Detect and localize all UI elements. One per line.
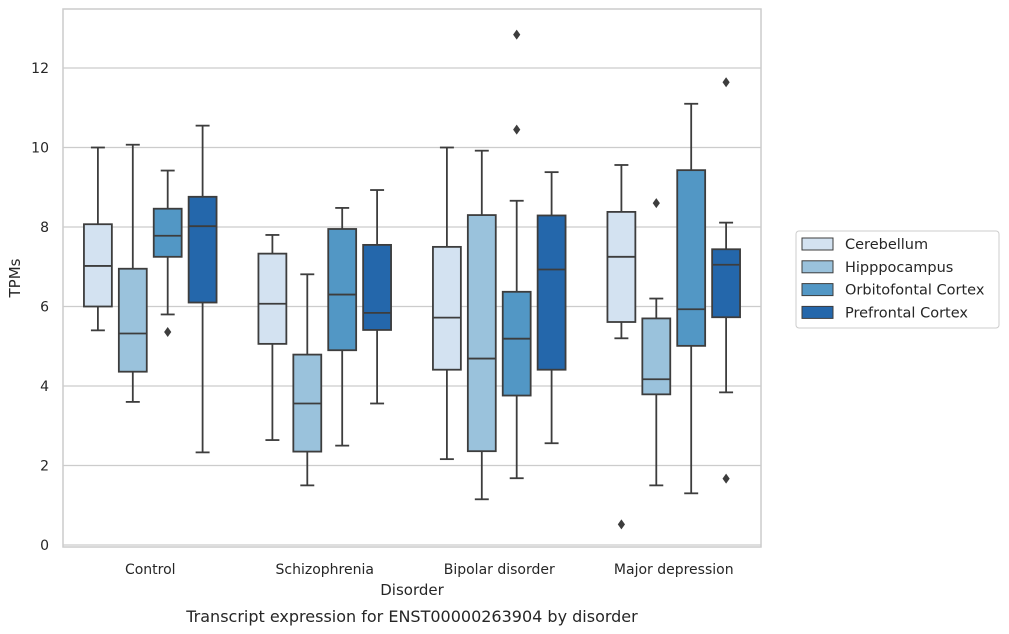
box (466, 214, 497, 453)
box (362, 243, 392, 331)
y-tick-label: 12 (31, 61, 49, 77)
outlier-point (722, 473, 730, 484)
outlier-point (652, 198, 660, 209)
y-axis-title: TPMs (6, 258, 24, 298)
box (711, 248, 741, 319)
outlier-point (164, 326, 172, 337)
legend-swatch (801, 237, 834, 251)
box-plot (536, 171, 567, 445)
box-plot (152, 169, 183, 337)
grid (63, 67, 761, 546)
box (432, 245, 462, 371)
y-tick-label: 2 (40, 459, 49, 475)
box-plot (362, 189, 392, 405)
box-plot (257, 234, 288, 441)
box (676, 169, 707, 347)
box-plot (606, 164, 637, 530)
outlier-point (722, 77, 730, 88)
x-tick-labels: Control Schizophrenia Bipolar disorder Majo… (125, 562, 734, 578)
outlier-point (513, 124, 521, 135)
outlier-point (513, 29, 521, 40)
legend-label: Hipppocampus (845, 260, 953, 276)
box-plot (641, 198, 672, 487)
box-plot (432, 146, 462, 461)
chart-caption: Transcript expression for ENST0000026390… (185, 607, 638, 626)
plot-background (63, 9, 761, 547)
box (257, 252, 288, 345)
legend-label: Orbitofontal Cortex (845, 283, 985, 299)
y-tick-label: 8 (40, 220, 49, 236)
x-tick-label: Major depression (614, 562, 734, 578)
box (501, 290, 532, 397)
outlier-point (617, 519, 625, 530)
box-series (83, 29, 741, 530)
y-tick-label: 0 (40, 538, 49, 554)
box (117, 267, 148, 373)
box-plot (83, 146, 113, 332)
box-plot (676, 102, 707, 495)
box-plot (292, 273, 323, 487)
x-tick-label: Control (125, 562, 176, 578)
x-tick-label: Bipolar disorder (444, 562, 555, 578)
legend-swatch (801, 260, 834, 274)
legend-label: Prefrontal Cortex (845, 305, 968, 321)
y-tick-label: 10 (31, 141, 49, 157)
box-plot (501, 29, 532, 480)
box (152, 207, 183, 258)
box-plot (711, 77, 741, 484)
y-tick-label: 6 (40, 300, 49, 316)
box (641, 317, 672, 396)
box-plot (466, 149, 497, 501)
x-tick-label: Schizophrenia (276, 562, 374, 578)
legend-frame (795, 230, 1000, 329)
legend: Cerebellum Hipppocampus Orbitofontal Corte… (795, 230, 1000, 329)
plot-frame (62, 8, 762, 548)
x-axis-title: Disorder (380, 581, 444, 599)
legend-swatch (801, 305, 834, 319)
y-tick-label: 4 (40, 379, 49, 395)
y-tick-labels: 0 2 4 6 8 10 12 (31, 61, 49, 554)
legend-label: Cerebellum (845, 237, 928, 253)
box-plot (187, 124, 218, 454)
legend-swatch (801, 283, 834, 297)
box (187, 195, 218, 304)
box-plot (327, 207, 358, 447)
box-plot (117, 143, 148, 403)
box (327, 228, 358, 352)
box (536, 214, 567, 371)
box (606, 210, 637, 323)
